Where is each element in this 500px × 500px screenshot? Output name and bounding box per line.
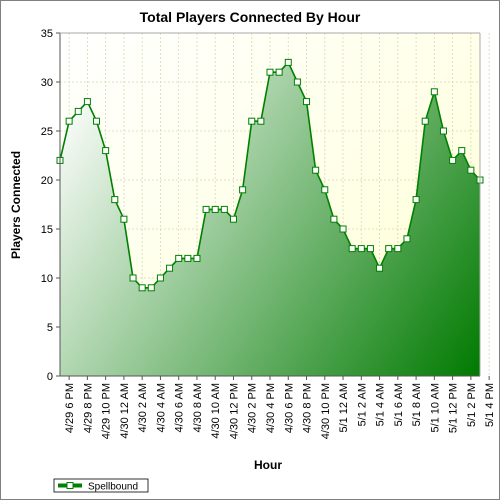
x-tick-label: 5/1 12 PM (448, 383, 460, 433)
x-tick-label: 5/1 6 AM (393, 383, 405, 426)
data-point (257, 117, 265, 125)
y-tick-label: 25 (41, 126, 53, 138)
x-tick-label: 4/29 6 PM (64, 383, 76, 433)
data-point (339, 225, 347, 233)
data-point (239, 186, 247, 194)
x-tick-label: 4/30 12 AM (119, 383, 131, 439)
x-tick-label: 4/30 6 AM (174, 383, 186, 433)
data-point (147, 284, 155, 292)
legend: Spellbound (53, 478, 149, 493)
x-tick-label: 5/1 10 AM (429, 383, 441, 433)
data-point (412, 196, 420, 204)
data-point (65, 117, 73, 125)
x-tick-label: 4/30 4 PM (265, 383, 277, 433)
x-tick-label: 4/29 8 PM (82, 383, 94, 433)
y-tick-label: 5 (47, 322, 53, 334)
x-tick-label: 5/1 2 AM (356, 383, 368, 426)
data-point (430, 88, 438, 96)
data-point (275, 68, 283, 76)
data-point (220, 205, 228, 213)
y-ticks: 0 5 10 15 20 25 30 35 (41, 28, 60, 383)
x-ticks: 4/29 6 PM 4/29 8 PM 4/29 10 PM 4/30 12 AM 4/… (64, 376, 496, 439)
data-point (421, 117, 429, 125)
y-tick-label: 0 (47, 371, 53, 383)
data-point (129, 274, 137, 282)
data-point (93, 117, 101, 125)
data-point (303, 98, 311, 106)
data-point (403, 235, 411, 243)
legend-swatch-marker (66, 482, 74, 489)
data-point (458, 147, 466, 155)
data-point (83, 98, 91, 106)
data-point (376, 264, 384, 272)
data-point (357, 245, 365, 253)
data-point (385, 245, 393, 253)
x-tick-label: 4/30 2 AM (137, 383, 149, 433)
data-point (348, 245, 356, 253)
data-point (138, 284, 146, 292)
data-point (156, 274, 164, 282)
x-tick-label: 5/1 4 AM (375, 383, 387, 426)
chart-title: Total Players Connected By Hour (140, 9, 361, 25)
data-point (184, 254, 192, 262)
data-point (166, 264, 174, 272)
data-point (111, 196, 119, 204)
data-point (74, 107, 82, 115)
data-point (284, 58, 292, 66)
data-point (102, 147, 110, 155)
data-point (293, 78, 301, 86)
x-tick-label: 4/30 10 AM (210, 383, 222, 439)
data-point (120, 215, 128, 223)
y-tick-label: 30 (41, 77, 53, 89)
data-point (211, 205, 219, 213)
legend-box (53, 478, 149, 493)
series-area (60, 62, 480, 377)
x-axis-title: Hour (254, 458, 282, 472)
y-axis-title: Players Connected (9, 151, 23, 259)
y-tick-label: 15 (41, 224, 53, 236)
legend-label-spellbound: Spellbound (88, 482, 138, 493)
data-point (229, 215, 237, 223)
data-point (394, 245, 402, 253)
x-tick-label: 4/30 2 PM (247, 383, 259, 433)
x-tick-label: 4/29 10 PM (101, 383, 113, 439)
data-point (321, 186, 329, 194)
data-point (248, 117, 256, 125)
y-tick-label: 20 (41, 175, 53, 187)
data-point (175, 254, 183, 262)
data-point (366, 245, 374, 253)
x-tick-label: 4/30 8 PM (302, 383, 314, 433)
data-point (439, 127, 447, 135)
x-tick-label: 4/30 4 AM (155, 383, 167, 433)
data-point (202, 205, 210, 213)
x-tick-label: 5/1 2 PM (466, 383, 478, 427)
series-points (56, 58, 484, 292)
x-tick-label: 5/1 8 AM (411, 383, 423, 426)
x-tick-label: 4/30 12 PM (228, 383, 240, 439)
data-point (449, 156, 457, 164)
x-tick-label: 4/30 6 PM (283, 383, 295, 433)
data-point (266, 68, 274, 76)
x-tick-label: 5/1 4 PM (484, 383, 496, 427)
x-tick-label: 4/30 10 PM (320, 383, 332, 439)
data-point (467, 166, 475, 174)
y-tick-label: 10 (41, 273, 53, 285)
data-point (193, 254, 201, 262)
x-tick-label: 4/30 8 AM (192, 383, 204, 433)
data-point (330, 215, 338, 223)
x-tick-label: 5/1 12 AM (338, 383, 350, 433)
y-tick-label: 35 (41, 28, 53, 40)
data-point (312, 166, 320, 174)
